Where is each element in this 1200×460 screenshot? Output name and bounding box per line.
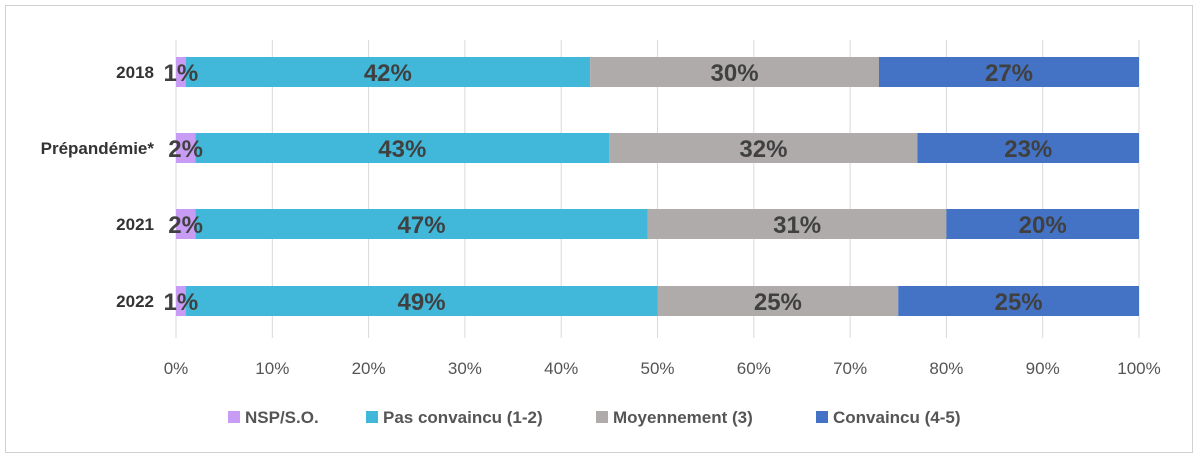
x-tick-label-7: 70% bbox=[833, 359, 867, 378]
x-tick-label-6: 60% bbox=[737, 359, 771, 378]
x-tick-label-9: 90% bbox=[1026, 359, 1060, 378]
data-label-0-3: 27% bbox=[985, 60, 1033, 87]
bar-3-1 bbox=[185, 286, 658, 316]
legend-swatch-2 bbox=[596, 411, 608, 423]
x-tick-label-10: 100% bbox=[1117, 359, 1160, 378]
x-tick-label-8: 80% bbox=[929, 359, 963, 378]
bar-0-3 bbox=[878, 57, 1139, 87]
data-label-0-2: 30% bbox=[711, 60, 759, 87]
data-label-1-2: 32% bbox=[739, 136, 787, 163]
data-label-2-0: 2% bbox=[168, 212, 203, 239]
x-tick-label-4: 40% bbox=[544, 359, 578, 378]
data-label-1-0: 2% bbox=[168, 136, 203, 163]
category-label-0: 2018 bbox=[116, 63, 154, 82]
data-label-3-0: 1% bbox=[163, 289, 198, 316]
bar-1-0 bbox=[176, 133, 196, 163]
x-tick-label-2: 20% bbox=[352, 359, 386, 378]
bar-3-3 bbox=[898, 286, 1139, 316]
data-label-1-3: 23% bbox=[1004, 136, 1052, 163]
x-tick-label-0: 0% bbox=[164, 359, 189, 378]
x-tick-label-5: 50% bbox=[640, 359, 674, 378]
bar-0-1 bbox=[185, 57, 591, 87]
bar-0-2 bbox=[590, 57, 879, 87]
legend-label-2: Moyennement (3) bbox=[613, 408, 753, 427]
category-labels: 2018 Prépandémie* 2021 2022 bbox=[41, 63, 155, 311]
legend-swatch-1 bbox=[366, 411, 378, 423]
data-label-3-2: 25% bbox=[754, 289, 802, 316]
bar-1-2 bbox=[609, 133, 918, 163]
data-label-3-3: 25% bbox=[995, 289, 1043, 316]
data-label-2-3: 20% bbox=[1019, 212, 1067, 239]
bar-2-0 bbox=[176, 209, 196, 239]
bar-3-2 bbox=[657, 286, 899, 316]
data-label-3-1: 49% bbox=[398, 289, 446, 316]
bar-0-0 bbox=[176, 57, 186, 87]
bar-2-1 bbox=[195, 209, 648, 239]
data-label-1-1: 43% bbox=[378, 136, 426, 163]
bar-3-0 bbox=[176, 286, 186, 316]
legend-label-3: Convaincu (4-5) bbox=[833, 408, 961, 427]
bar-2-3 bbox=[946, 209, 1139, 239]
legend: NSP/S.O. Pas convaincu (1-2) Moyennement (… bbox=[228, 408, 961, 427]
legend-swatch-0 bbox=[228, 411, 240, 423]
data-label-0-1: 42% bbox=[364, 60, 412, 87]
bar-1-1 bbox=[195, 133, 610, 163]
x-tick-label-3: 30% bbox=[448, 359, 482, 378]
legend-swatch-3 bbox=[816, 411, 828, 423]
category-label-3: 2022 bbox=[116, 292, 154, 311]
category-label-2: 2021 bbox=[116, 215, 154, 234]
data-label-0-0: 1% bbox=[163, 60, 198, 87]
x-tick-label-1: 10% bbox=[255, 359, 289, 378]
data-label-2-1: 47% bbox=[398, 212, 446, 239]
x-tick-labels: 0% 10% 20% 30% 40% 50% 60% 70% 80% 90% 100% bbox=[164, 359, 1161, 378]
bar-1-3 bbox=[917, 133, 1139, 163]
data-label-2-2: 31% bbox=[773, 212, 821, 239]
bars: 1% 42% 30% 27% 2% 43% 32% 23% 2% 47% 31% 20% 1% 49% 25… bbox=[163, 57, 1139, 316]
bar-2-2 bbox=[647, 209, 947, 239]
legend-label-0: NSP/S.O. bbox=[245, 408, 319, 427]
legend-label-1: Pas convaincu (1-2) bbox=[383, 408, 543, 427]
category-label-1: Prépandémie* bbox=[41, 139, 155, 158]
